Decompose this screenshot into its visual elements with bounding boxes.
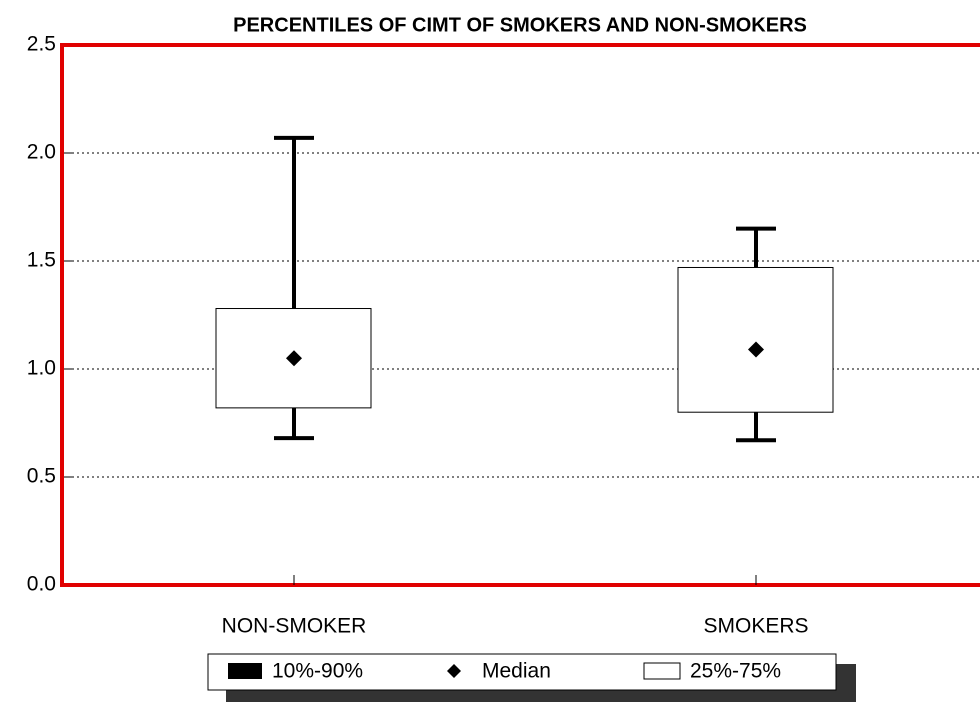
y-tick-label: 2.0 (27, 141, 56, 164)
median-marker (286, 350, 302, 367)
legend-label: Median (482, 660, 551, 683)
legend-label: 25%-75% (690, 660, 781, 683)
y-tick-label: 0.5 (27, 465, 56, 488)
axis-frame (60, 43, 980, 587)
x-tick-label: NON-SMOKER (222, 615, 367, 638)
y-tick-label: 2.5 (27, 33, 56, 56)
legend-swatch (447, 664, 461, 678)
y-tick-label: 0.0 (27, 573, 56, 596)
box (677, 266, 834, 413)
legend-swatch (643, 662, 681, 680)
median-marker (748, 341, 764, 358)
chart-title: PERCENTILES OF CIMT OF SMOKERS AND NON-S… (233, 14, 807, 36)
legend-box (207, 653, 837, 691)
legend-swatch (228, 663, 262, 679)
x-tick-label: SMOKERS (703, 615, 808, 638)
y-tick-label: 1.0 (27, 357, 56, 380)
legend-label: 10%-90% (272, 660, 363, 683)
y-tick-label: 1.5 (27, 249, 56, 272)
